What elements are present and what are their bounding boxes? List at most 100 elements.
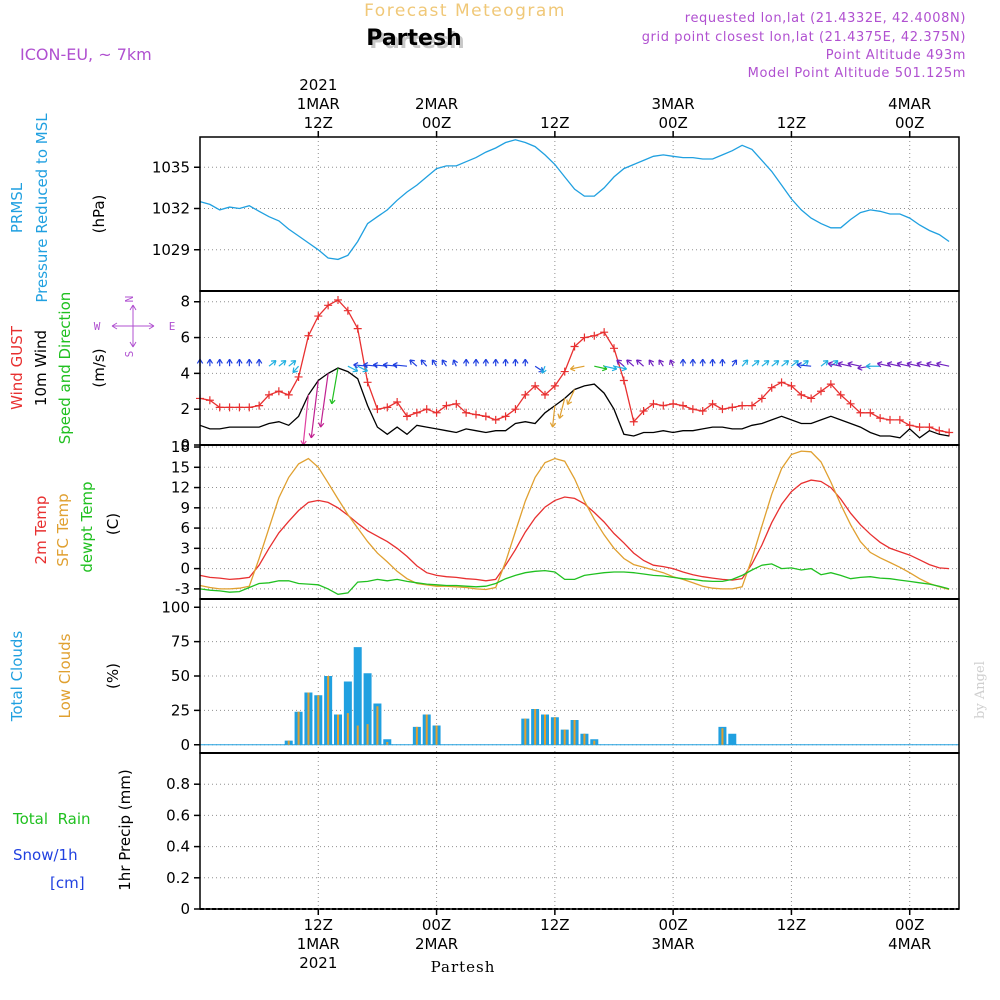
wind-ytick-label: 0 [180,436,190,454]
wind-arrow [288,360,297,367]
clouds-ytick-label: 75 [171,633,190,651]
cloud-labels: Total Clouds Low Clouds (%) [8,631,122,723]
wind-arrow-head [689,358,697,364]
temperature-ytick-label: 12 [171,479,190,497]
gust-marker [373,405,382,414]
wind-arrow [594,365,608,370]
wind-label-unit: (m/s) [90,348,108,387]
low-cloud-bar [317,695,320,745]
gust-marker [836,390,845,399]
gust-marker [629,417,638,426]
top-tick-label: 1MAR [297,95,340,113]
wind-arrow [292,365,300,373]
gust-marker [511,405,520,414]
clouds-panel: 0 25 50 75 100 [161,598,960,754]
temp-label-dewpt: dewpt Temp [78,481,96,572]
gust-marker [422,405,431,414]
cloud-label-unit: (%) [104,663,122,689]
wind-arrow-head [441,359,448,365]
gust-marker [777,378,786,387]
clouds-frame [199,598,960,754]
wind-arrow-head [886,361,893,368]
gust-marker [787,381,796,390]
clouds-ytick-label: 25 [171,701,190,719]
wind-arrow-head [570,365,576,372]
low-cloud-bar [376,706,379,745]
precipitation-ytick-label: 0 [180,900,190,918]
temperature-frame [199,444,960,600]
wind-arrow [302,394,310,446]
wind-arrow [896,362,910,367]
temperature-ytick-label: 15 [171,458,190,476]
gust-marker [718,405,727,414]
wind-arrow-head [709,358,716,364]
wind-arrow-head [236,358,243,364]
precipitation-ytick-label: 0.4 [166,838,190,856]
low-cloud-bar [386,742,389,745]
chart-title: Forecast Meteogram [364,1,566,21]
wind-arrow-head [362,366,369,373]
wind-arrow [791,360,799,367]
wind-arrow [771,360,780,367]
wind-arrow [926,362,940,367]
gust-marker [905,421,914,430]
wind-arrow-head [857,364,863,371]
gust-marker [314,312,323,321]
gust-marker [393,398,402,407]
gust-marker [619,376,628,385]
gust-marker [363,378,372,387]
wind-arrow-head [876,361,883,368]
wind-arrow-head [896,361,903,368]
gust-marker [343,306,352,315]
wind-arrow-head [392,362,398,369]
wind-arrow [830,360,839,367]
top-tick-label: 12Z [777,114,806,132]
top-tick-label: 12Z [540,114,569,132]
gust-marker [501,412,510,421]
wind-arrow [552,405,556,428]
bottom-tick-label: 00Z [658,916,687,934]
wind-arrow-head [292,367,298,374]
bottom-tick-label: 12Z [540,916,569,934]
gust-marker [817,387,825,396]
gust-marker [876,414,885,423]
series-wind-gust [199,299,950,434]
wind-arrow [781,360,789,367]
gust-marker [797,390,806,399]
gust-marker [541,390,549,399]
wind-arrow [751,360,760,367]
gust-marker [915,423,924,432]
model-altitude: Model Point Altitude 501.125m [748,66,966,81]
gust-marker [757,394,766,403]
precipitation-panel: 0 0.2 0.4 0.6 0.8 [166,752,960,918]
gust-marker [531,381,540,390]
wind-arrow-head [936,361,942,368]
wind-arrow-head [626,359,632,365]
wind-arrow-head [549,422,557,428]
series-prmsl [199,139,950,261]
wind-label-gust: Wind GUST [8,325,26,410]
wind-label-10m: 10m Wind [32,330,50,406]
wind-panel: 0 2 4 6 8 [180,290,960,454]
wind-ytick-label: 6 [180,329,190,347]
gust-marker [580,333,589,342]
precipitation-ytick-label: 0.8 [166,775,190,793]
wind-arrow-head [742,359,749,365]
wind-arrow-head [512,358,519,364]
compass-w: W [94,320,101,333]
bottom-tick-label: 12Z [777,916,806,934]
wind-arrow-head [226,358,233,364]
temperature-ytick-label: 6 [180,519,190,537]
wind-arrow-head [796,362,802,369]
wind-arrow [837,362,851,367]
bottom-tick-label: 4MAR [888,935,931,953]
wind-arrow [320,373,329,428]
pressure-label-msl: Pressure Reduced to MSL [33,113,51,303]
wind-arrow-head [409,359,415,365]
cloud-label-low: Low Clouds [56,633,74,718]
low-cloud-bar [346,713,349,745]
gust-marker [886,415,894,424]
wind-arrow-head [363,362,369,369]
wind-arrow [420,359,428,367]
compass-n: N [123,296,136,303]
